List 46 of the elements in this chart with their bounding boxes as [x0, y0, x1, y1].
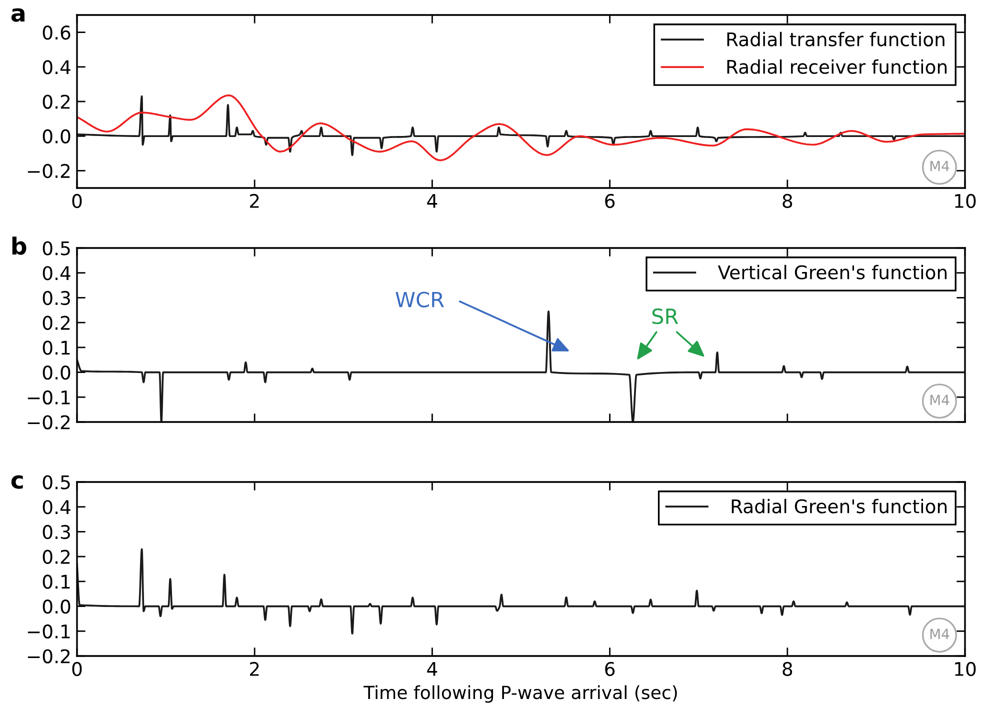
y-tick-label: −0.2 [28, 415, 70, 430]
y-tick-label: 0.0 [42, 129, 70, 144]
y-tick-label: 0.4 [42, 266, 70, 280]
x-tick-label: 0 [72, 194, 82, 208]
y-tick-label: 0.0 [42, 599, 70, 614]
x-tick-label: 10 [955, 662, 976, 676]
y-tick-label: 0.2 [42, 94, 70, 109]
y-tick-label: 0.2 [42, 550, 70, 564]
y-tick-label: −0.1 [28, 390, 70, 405]
x-tick-label: 8 [782, 662, 792, 676]
x-axis-title: Time following P-wave arrival (sec) [364, 685, 677, 703]
chart-title: b [12, 236, 26, 255]
x-tick-label: 0 [72, 662, 82, 676]
y-tick-label: 0.0 [42, 365, 70, 380]
y-tick-label: 0.4 [42, 500, 70, 514]
y-tick-label: 0.1 [42, 574, 70, 589]
x-tick-label: 6 [605, 662, 615, 676]
annotation: SR [652, 308, 678, 324]
x-tick-label: 4 [427, 662, 438, 676]
y-tick-label: 0.5 [42, 241, 70, 256]
y-tick-label: 0.3 [42, 290, 70, 306]
x-tick-label: 10 [955, 194, 976, 208]
x-tick-label: 4 [427, 194, 438, 208]
x-tick-label: 2 [250, 194, 259, 208]
y-tick-label: −0.2 [28, 164, 70, 178]
x-tick-label: 2 [250, 662, 259, 676]
legend-label: Radial transfer function [727, 32, 944, 46]
chart-title: c [11, 475, 23, 489]
y-tick-label: 0.3 [42, 524, 70, 540]
x-tick-label: 8 [782, 194, 792, 208]
annotation: WCR [396, 292, 444, 308]
legend-label: Radial receiver function [727, 59, 947, 74]
annotation: M4 [930, 160, 950, 172]
annotation: M4 [930, 628, 950, 639]
chart-title: a [11, 8, 24, 22]
y-tick-label: 0.6 [42, 26, 70, 40]
y-tick-label: −0.2 [28, 649, 70, 664]
legend-label: Radial Green's function [732, 498, 947, 514]
y-tick-label: 0.1 [42, 340, 70, 355]
legend-label: Vertical Green's function [718, 264, 947, 280]
y-tick-label: 0.2 [42, 316, 70, 330]
y-tick-label: −0.1 [28, 624, 70, 639]
y-tick-label: 0.4 [42, 60, 70, 74]
annotation: M4 [930, 394, 950, 405]
y-tick-label: 0.5 [42, 475, 70, 490]
x-tick-label: 6 [605, 194, 615, 208]
